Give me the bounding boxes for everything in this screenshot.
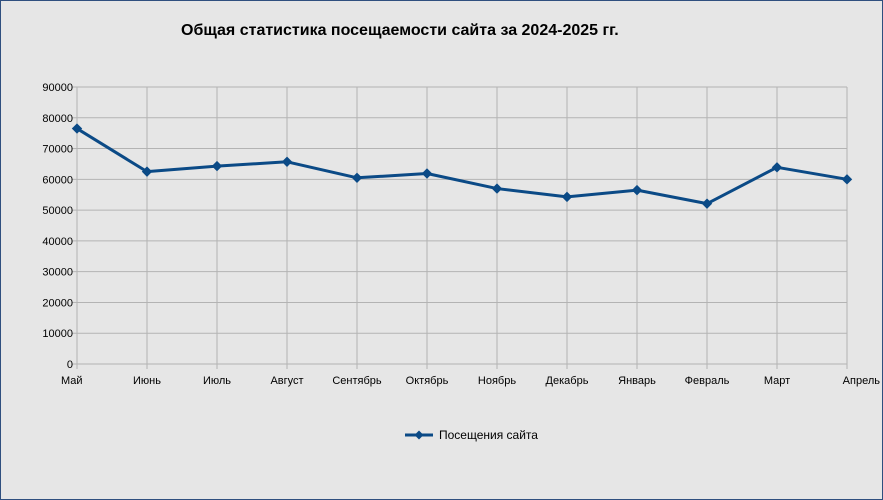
- data-point: [841, 174, 853, 185]
- data-point: [281, 156, 293, 167]
- legend: Посещения сайта: [405, 428, 538, 442]
- y-tick-label: 0: [67, 359, 73, 371]
- x-tick-label: Январь: [618, 375, 656, 387]
- x-tick-label: Август: [270, 375, 303, 387]
- data-point: [421, 168, 433, 179]
- data-point: [561, 191, 573, 203]
- x-axis-tick-labels: Май Июнь Июль Август Сентябрь Октябрь Ноябрь Де…: [61, 375, 880, 387]
- y-tick-label: 50000: [42, 205, 73, 217]
- x-tick-label: Октябрь: [406, 375, 449, 387]
- data-point: [211, 160, 223, 172]
- y-tick-label: 30000: [42, 267, 73, 279]
- axes: [72, 86, 848, 369]
- x-tick-label: Декабрь: [546, 375, 589, 387]
- y-tick-label: 90000: [42, 82, 73, 94]
- x-tick-label: Ноябрь: [478, 375, 516, 387]
- chart-title: Общая статистика посещаемости сайта за 2…: [181, 22, 619, 39]
- data-point: [141, 166, 153, 177]
- y-tick-label: 70000: [42, 144, 73, 156]
- legend-marker: [414, 430, 424, 440]
- y-tick-label: 20000: [42, 297, 73, 309]
- data-point: [491, 183, 503, 194]
- x-tick-label: Май: [61, 375, 83, 387]
- y-tick-label: 80000: [42, 113, 73, 125]
- series-line: [76, 127, 848, 206]
- x-tick-label: Март: [764, 375, 790, 387]
- data-point: [771, 162, 783, 173]
- y-tick-label: 10000: [42, 328, 73, 340]
- data-point: [701, 198, 713, 209]
- x-tick-label: Сентябрь: [332, 375, 382, 387]
- data-point: [71, 123, 83, 134]
- data-point: [631, 184, 643, 196]
- y-tick-label: 60000: [42, 174, 73, 186]
- x-tick-label: Апрель: [843, 375, 881, 387]
- data-point: [351, 172, 363, 184]
- x-tick-label: Февраль: [685, 375, 730, 387]
- grid: [76, 86, 848, 364]
- x-tick-label: Июнь: [133, 375, 161, 387]
- x-tick-label: Июль: [203, 375, 231, 387]
- y-axis-tick-labels: 0 10000 20000 30000 40000 50000 60000 70000 8000…: [42, 82, 73, 371]
- legend-label: Посещения сайта: [439, 428, 538, 442]
- y-tick-label: 40000: [42, 236, 73, 248]
- series-group: [71, 123, 853, 209]
